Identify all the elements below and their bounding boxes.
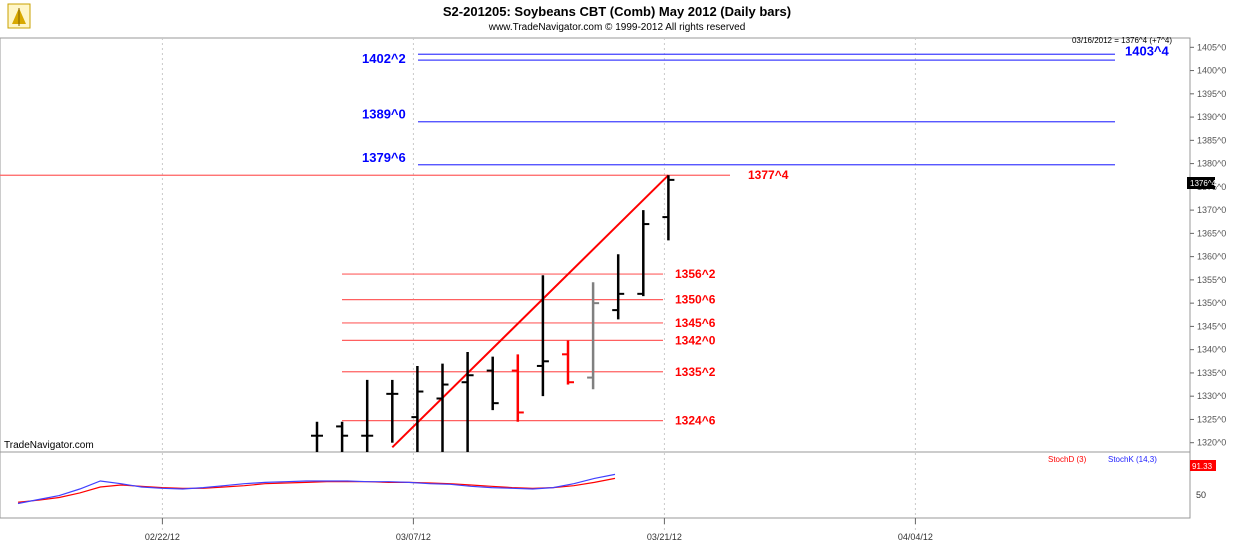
stoch-d-line [17,477,616,503]
x-tick-label: 03/07/12 [396,532,431,542]
last-price-label: 1376^4 [1190,179,1217,188]
y-tick-label: 1325^0 [1197,414,1226,424]
y-tick-label: 1370^0 [1197,205,1226,215]
x-axis: 02/22/12 03/07/12 03/21/12 04/04/12 [145,518,933,542]
chart-subtitle: www.TradeNavigator.com © 1999-2012 All r… [488,22,746,33]
ohlc-bar [336,421,349,452]
stoch-axis-tick: 50 [1196,490,1206,500]
ohlc-bar [511,354,524,422]
watermark: TradeNavigator.com [4,440,94,451]
stoch-last-badge [1190,460,1216,471]
ohlc-bar [612,254,625,320]
level-lines: 1403^4 1402^2 1389^0 1379^6 1377^4 1356^2 1350… [0,43,1170,428]
red-level-label: 1324^6 [675,414,716,428]
y-tick-label: 1380^0 [1197,159,1226,169]
tradenavigator-logo-icon [7,3,31,29]
ohlc-bar [311,421,323,452]
ohlc-bar [637,210,650,297]
blue-level-label: 1379^6 [362,150,406,165]
ohlc-bar [386,379,399,443]
ohlc-bar [361,379,374,452]
ohlc-bar [486,356,499,411]
ohlc-bar [436,363,449,452]
stochastic-lines [17,473,616,505]
y-tick-label: 1355^0 [1197,275,1226,285]
red-level-label: 1377^4 [748,168,789,182]
price-info-readout: 03/16/2012 = 1376^4 (+7^4) [1072,36,1172,45]
grid-lines [161,38,916,532]
stoch-last-label: 91.33 [1192,462,1213,471]
ohlc-bar [662,175,675,241]
trendline [391,174,670,449]
red-level-label: 1356^2 [675,267,716,281]
y-tick-label: 1385^0 [1197,135,1226,145]
y-tick-label: 1360^0 [1197,252,1226,262]
chart-title: S2-201205: Soybeans CBT (Comb) May 2012 … [443,4,791,19]
price-bars [311,175,675,452]
y-tick-label: 1350^0 [1197,298,1226,308]
y-axis: 1320^0 1325^0 1330^0 1335^0 1340^0 1345^0 1350… [1190,42,1226,448]
y-tick-label: 1405^0 [1197,42,1226,52]
x-tick-label: 02/22/12 [145,532,180,542]
ohlc-bar [562,340,574,385]
ohlc-bar [411,365,424,452]
blue-level-label: 1403^4 [1125,43,1170,58]
trendline-group [391,174,670,449]
red-level-label: 1345^6 [675,316,716,330]
y-tick-label: 1335^0 [1197,368,1226,378]
stoch-d-legend: StochD (3) [1048,455,1087,464]
ohlc-bar [461,351,474,452]
x-tick-label: 03/21/12 [647,532,682,542]
red-level-label: 1335^2 [675,365,716,379]
y-tick-label: 1365^0 [1197,228,1226,238]
y-tick-label: 1345^0 [1197,321,1226,331]
red-level-label: 1350^6 [675,293,716,307]
blue-level-label: 1402^2 [362,51,406,66]
x-tick-label: 04/04/12 [898,532,933,542]
y-tick-label: 1340^0 [1197,345,1226,355]
stoch-k-legend: StochK (14,3) [1108,455,1157,464]
y-tick-label: 1320^0 [1197,438,1226,448]
red-level-label: 1342^0 [675,333,716,347]
stoch-k-line [17,473,616,505]
y-tick-label: 1395^0 [1197,89,1226,99]
ohlc-bar [536,275,549,397]
y-tick-label: 1390^0 [1197,112,1226,122]
blue-level-label: 1389^0 [362,107,406,122]
y-tick-label: 1330^0 [1197,391,1226,401]
ohlc-bar [587,282,600,390]
last-price-badge [1187,177,1215,189]
y-tick-label: 1400^0 [1197,66,1226,76]
